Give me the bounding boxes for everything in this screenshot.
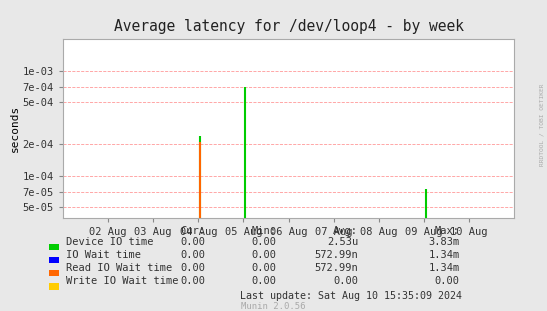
Text: 0.00: 0.00 xyxy=(333,276,358,286)
Text: 572.99n: 572.99n xyxy=(315,263,358,273)
Text: Read IO Wait time: Read IO Wait time xyxy=(66,263,172,273)
Text: 0.00: 0.00 xyxy=(180,237,205,247)
Title: Average latency for /dev/loop4 - by week: Average latency for /dev/loop4 - by week xyxy=(114,19,463,34)
Text: 0.00: 0.00 xyxy=(434,276,459,286)
Text: 0.00: 0.00 xyxy=(180,263,205,273)
Text: Munin 2.0.56: Munin 2.0.56 xyxy=(241,302,306,311)
Text: Max:: Max: xyxy=(434,226,459,236)
Text: Last update: Sat Aug 10 15:35:09 2024: Last update: Sat Aug 10 15:35:09 2024 xyxy=(240,291,462,301)
Text: Write IO Wait time: Write IO Wait time xyxy=(66,276,178,286)
Text: Avg:: Avg: xyxy=(333,226,358,236)
Text: IO Wait time: IO Wait time xyxy=(66,250,141,260)
Y-axis label: seconds: seconds xyxy=(10,105,20,152)
Text: 1.34m: 1.34m xyxy=(428,250,459,260)
Text: 0.00: 0.00 xyxy=(251,250,276,260)
Text: 0.00: 0.00 xyxy=(180,276,205,286)
Text: 0.00: 0.00 xyxy=(251,263,276,273)
Text: 0.00: 0.00 xyxy=(180,250,205,260)
Text: RRDTOOL / TOBI OETIKER: RRDTOOL / TOBI OETIKER xyxy=(539,83,544,166)
Text: Min:: Min: xyxy=(251,226,276,236)
Text: 2.53u: 2.53u xyxy=(327,237,358,247)
Text: 0.00: 0.00 xyxy=(251,237,276,247)
Text: 572.99n: 572.99n xyxy=(315,250,358,260)
Text: Cur:: Cur: xyxy=(180,226,205,236)
Text: 0.00: 0.00 xyxy=(251,276,276,286)
Text: 1.34m: 1.34m xyxy=(428,263,459,273)
Text: 3.83m: 3.83m xyxy=(428,237,459,247)
Text: Device IO time: Device IO time xyxy=(66,237,153,247)
